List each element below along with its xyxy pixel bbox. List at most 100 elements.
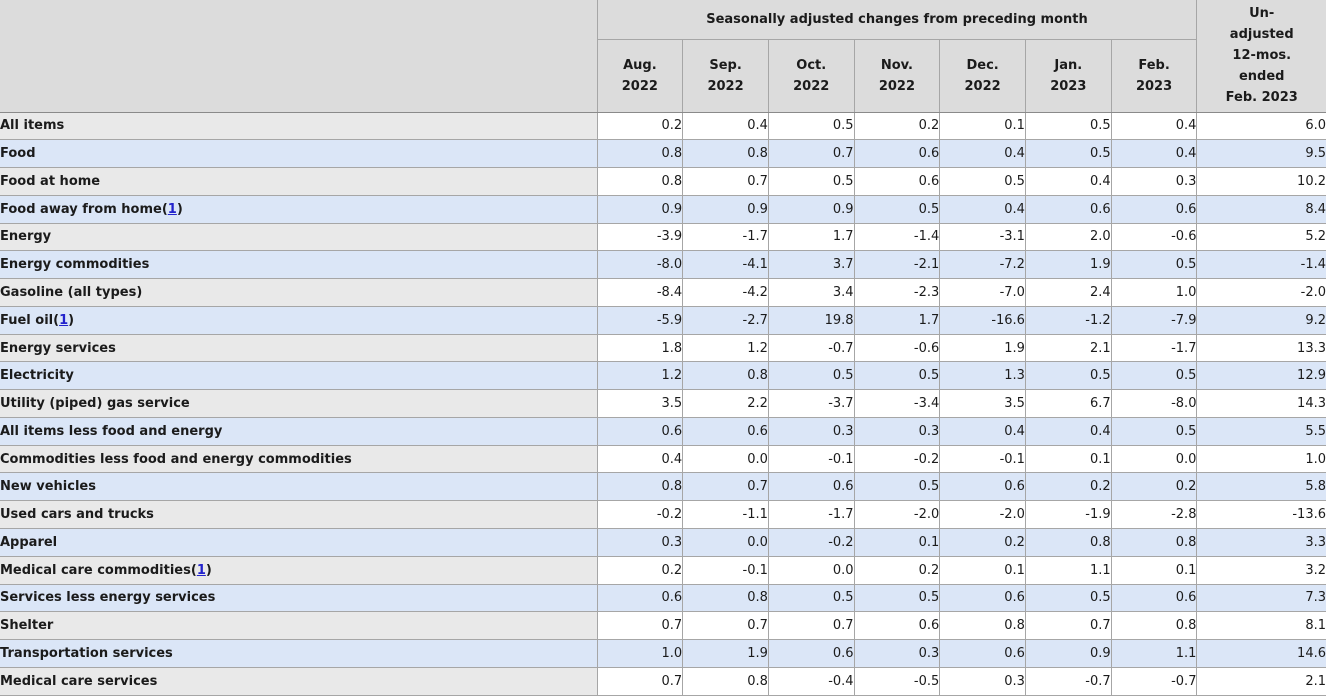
value-cell-energy-services-sep-2022: 1.2	[682, 333, 769, 363]
value-cell-used-cars-and-trucks-sep-2022: -1.1	[682, 500, 769, 529]
value-cell-commodities-less-food-and-energy-commodities-dec-2022: -0.1	[939, 444, 1026, 474]
month-label: Oct.	[796, 57, 827, 73]
value-cell-apparel-unadjusted-12mo: 3.3	[1196, 527, 1326, 557]
value-cell-services-less-energy-services-unadjusted-12mo: 7.3	[1196, 583, 1326, 613]
value-cell-shelter-oct-2022: 0.7	[767, 611, 855, 641]
year-label: 2022	[621, 78, 658, 94]
value-cell-food-oct-2022: 0.7	[767, 139, 855, 169]
value-cell-shelter-unadjusted-12mo: 8.1	[1196, 611, 1326, 641]
table-row-all-items: All items 0.2 0.4 0.5 0.2 0.1 0.5 0.4 6.0	[0, 111, 1326, 141]
value-cell-new-vehicles-nov-2022: 0.5	[853, 472, 941, 502]
value-cell-food-at-home-sep-2022: 0.7	[682, 167, 769, 196]
value-cell-food-away-from-home-aug-2022: 0.9	[596, 194, 684, 224]
value-cell-all-items-nov-2022: 0.2	[853, 111, 941, 141]
value-cell-all-items-jan-2023: 0.5	[1024, 111, 1112, 141]
value-cell-apparel-aug-2022: 0.3	[596, 527, 684, 557]
value-cell-commodities-less-food-and-energy-commodities-unadjusted-12mo: 1.0	[1196, 444, 1326, 474]
value-cell-all-items-less-food-and-energy-unadjusted-12mo: 5.5	[1196, 416, 1326, 446]
row-label-food-away-from-home: Food away from home(1)	[0, 194, 598, 224]
value-cell-shelter-aug-2022: 0.7	[596, 611, 684, 641]
value-cell-medical-care-services-sep-2022: 0.8	[682, 666, 769, 696]
corner-cell	[0, 0, 598, 113]
table-row-new-vehicles: New vehicles 0.8 0.7 0.6 0.5 0.6 0.2 0.2 5.8	[0, 472, 1326, 502]
value-cell-new-vehicles-jan-2023: 0.2	[1024, 472, 1112, 502]
value-cell-energy-services-dec-2022: 1.9	[939, 333, 1026, 363]
table-row-shelter: Shelter 0.7 0.7 0.7 0.6 0.8 0.7 0.8 8.1	[0, 611, 1326, 641]
value-cell-new-vehicles-oct-2022: 0.6	[767, 472, 855, 502]
seasonally-adjusted-header: Seasonally adjusted changes from precedi…	[596, 0, 1198, 40]
table-row-gasoline-all-types: Gasoline (all types) -8.4 -4.2 3.4 -2.3 -7.0 2…	[0, 278, 1326, 307]
value-cell-fuel-oil-feb-2023: -7.9	[1110, 305, 1198, 335]
value-cell-food-away-from-home-dec-2022: 0.4	[939, 194, 1026, 224]
value-cell-medical-care-commodities-unadjusted-12mo: 3.2	[1196, 555, 1326, 585]
value-cell-electricity-oct-2022: 0.5	[767, 361, 855, 391]
month-label: Dec.	[966, 57, 999, 73]
value-cell-services-less-energy-services-jan-2023: 0.5	[1024, 583, 1112, 613]
value-cell-fuel-oil-aug-2022: -5.9	[596, 305, 684, 335]
value-cell-food-away-from-home-sep-2022: 0.9	[682, 194, 769, 224]
value-cell-used-cars-and-trucks-aug-2022: -0.2	[596, 500, 684, 529]
value-cell-energy-services-aug-2022: 1.8	[596, 333, 684, 363]
value-cell-all-items-less-food-and-energy-dec-2022: 0.4	[939, 416, 1026, 446]
month-label: Feb.	[1138, 57, 1170, 73]
row-label-new-vehicles: New vehicles	[0, 472, 598, 502]
column-header-nov-2022: Nov. 2022	[853, 38, 941, 113]
row-label-medical-care-services: Medical care services	[0, 666, 598, 696]
month-label: Sep.	[709, 57, 742, 73]
row-label-services-less-energy-services: Services less energy services	[0, 583, 598, 613]
value-cell-transportation-services-unadjusted-12mo: 14.6	[1196, 639, 1326, 668]
value-cell-new-vehicles-sep-2022: 0.7	[682, 472, 769, 502]
unadjusted-header-line: ended	[1238, 69, 1285, 85]
value-cell-all-items-less-food-and-energy-feb-2023: 0.5	[1110, 416, 1198, 446]
value-cell-transportation-services-nov-2022: 0.3	[853, 639, 941, 668]
row-label-gasoline-all-types: Gasoline (all types)	[0, 278, 598, 307]
value-cell-commodities-less-food-and-energy-commodities-jan-2023: 0.1	[1024, 444, 1112, 474]
year-label: 2022	[964, 78, 1001, 94]
row-label-food-at-home: Food at home	[0, 167, 598, 196]
value-cell-medical-care-commodities-aug-2022: 0.2	[596, 555, 684, 585]
value-cell-used-cars-and-trucks-jan-2023: -1.9	[1024, 500, 1112, 529]
value-cell-gasoline-all-types-oct-2022: 3.4	[767, 278, 855, 307]
value-cell-utility-piped-gas-service-dec-2022: 3.5	[939, 389, 1026, 418]
footnote-link-1[interactable]: 1	[59, 312, 69, 328]
table-row-apparel: Apparel 0.3 0.0 -0.2 0.1 0.2 0.8 0.8 3.3	[0, 527, 1326, 557]
value-cell-used-cars-and-trucks-oct-2022: -1.7	[767, 500, 855, 529]
value-cell-food-away-from-home-nov-2022: 0.5	[853, 194, 941, 224]
unadjusted-header-line: adjusted	[1229, 27, 1294, 43]
value-cell-services-less-energy-services-dec-2022: 0.6	[939, 583, 1026, 613]
value-cell-used-cars-and-trucks-nov-2022: -2.0	[853, 500, 941, 529]
row-label-energy-services: Energy services	[0, 333, 598, 363]
value-cell-energy-jan-2023: 2.0	[1024, 222, 1112, 252]
footnote-link-1[interactable]: 1	[196, 562, 206, 578]
row-label-commodities-less-food-and-energy-commodities: Commodities less food and energy commodi…	[0, 444, 598, 474]
value-cell-all-items-sep-2022: 0.4	[682, 111, 769, 141]
value-cell-energy-services-unadjusted-12mo: 13.3	[1196, 333, 1326, 363]
column-header-jan-2023: Jan. 2023	[1024, 38, 1112, 113]
value-cell-new-vehicles-aug-2022: 0.8	[596, 472, 684, 502]
value-cell-all-items-aug-2022: 0.2	[596, 111, 684, 141]
row-label-energy-commodities: Energy commodities	[0, 250, 598, 280]
value-cell-electricity-dec-2022: 1.3	[939, 361, 1026, 391]
value-cell-fuel-oil-dec-2022: -16.6	[939, 305, 1026, 335]
value-cell-services-less-energy-services-feb-2023: 0.6	[1110, 583, 1198, 613]
value-cell-utility-piped-gas-service-sep-2022: 2.2	[682, 389, 769, 418]
value-cell-food-unadjusted-12mo: 9.5	[1196, 139, 1326, 169]
value-cell-services-less-energy-services-aug-2022: 0.6	[596, 583, 684, 613]
value-cell-energy-nov-2022: -1.4	[853, 222, 941, 252]
value-cell-food-feb-2023: 0.4	[1110, 139, 1198, 169]
value-cell-shelter-nov-2022: 0.6	[853, 611, 941, 641]
value-cell-all-items-feb-2023: 0.4	[1110, 111, 1198, 141]
value-cell-shelter-sep-2022: 0.7	[682, 611, 769, 641]
value-cell-apparel-jan-2023: 0.8	[1024, 527, 1112, 557]
value-cell-medical-care-services-aug-2022: 0.7	[596, 666, 684, 696]
value-cell-food-at-home-feb-2023: 0.3	[1110, 167, 1198, 196]
value-cell-gasoline-all-types-feb-2023: 1.0	[1110, 278, 1198, 307]
value-cell-gasoline-all-types-jan-2023: 2.4	[1024, 278, 1112, 307]
table-row-energy-services: Energy services 1.8 1.2 -0.7 -0.6 1.9 2.1 -1.7 1…	[0, 333, 1326, 363]
footnote-link-1[interactable]: 1	[167, 201, 177, 217]
value-cell-used-cars-and-trucks-dec-2022: -2.0	[939, 500, 1026, 529]
value-cell-gasoline-all-types-dec-2022: -7.0	[939, 278, 1026, 307]
value-cell-energy-commodities-jan-2023: 1.9	[1024, 250, 1112, 280]
value-cell-electricity-aug-2022: 1.2	[596, 361, 684, 391]
